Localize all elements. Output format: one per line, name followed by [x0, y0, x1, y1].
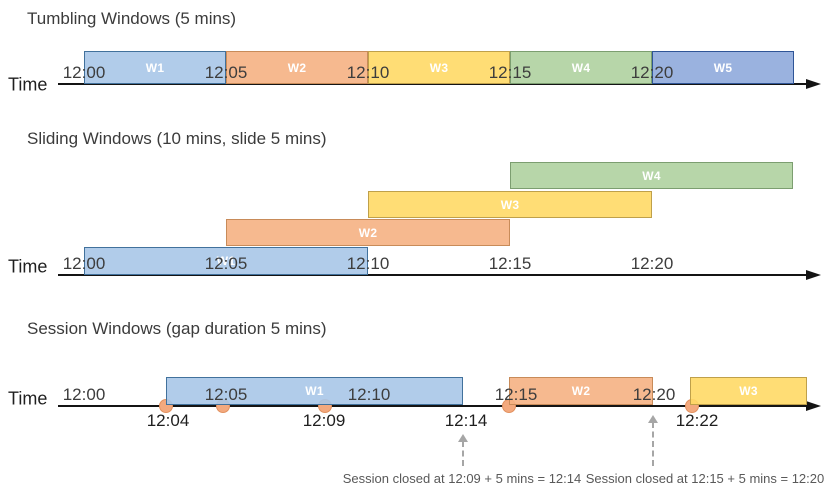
session-window-bar-w1: W1 [166, 377, 463, 405]
sliding-tick-label: 12:15 [488, 254, 532, 273]
tumbling-window-bar-w1: W1 [84, 51, 226, 84]
window-label: W2 [358, 225, 378, 240]
session-tick-label: 12:10 [347, 385, 391, 404]
sliding-windows-title: Sliding Windows (10 mins, slide 5 mins) [27, 129, 327, 148]
sliding-axis-arrow-icon [806, 270, 821, 280]
sliding-tick-label: 12:10 [346, 254, 390, 273]
session-window-bar-w3: W3 [690, 377, 807, 405]
tumbling-window-bar-w4: W4 [510, 51, 652, 84]
session-axis-line [58, 405, 808, 407]
window-label: W2 [287, 60, 307, 75]
tumbling-axis-arrow-icon [806, 79, 821, 89]
tumbling-window-bar-w2: W2 [226, 51, 368, 84]
tumbling-tick-label: 12:20 [630, 63, 674, 82]
session-callout-dashed-line-0 [462, 441, 464, 466]
window-label: W1 [305, 384, 324, 398]
tumbling-window-bar-w5: W5 [652, 51, 794, 84]
session-event-time-label: 12:04 [146, 411, 190, 430]
session-tick-label: 12:20 [632, 385, 676, 404]
session-event-time-label: 12:09 [302, 411, 346, 430]
sliding-window-bar-w1: W1 [84, 247, 368, 275]
tumbling-windows-title: Tumbling Windows (5 mins) [27, 9, 237, 28]
window-label: W4 [571, 60, 591, 75]
tumbling-time-axis-label: Time [8, 74, 48, 95]
window-label: W2 [571, 384, 591, 398]
session-callout-dashed-line-1 [652, 422, 654, 466]
session-windows-title: Session Windows (gap duration 5 mins) [27, 319, 327, 338]
session-event-time-label: 12:22 [675, 411, 719, 430]
session-tick-label: 12:15 [494, 385, 538, 404]
tumbling-window-bar-w3: W3 [368, 51, 510, 84]
window-label: W3 [429, 60, 449, 75]
tumbling-tick-label: 12:10 [346, 63, 390, 82]
window-label: W1 [145, 60, 165, 75]
session-time-axis-label: Time [8, 388, 48, 409]
window-label: W1 [216, 254, 236, 268]
session-callout-arrowhead-icon-1 [648, 415, 658, 423]
tumbling-tick-label: 12:15 [488, 63, 532, 82]
session-tick-label: 12:00 [62, 385, 106, 404]
session-tick-label: 12:05 [204, 385, 248, 404]
sliding-window-bar-w2: W2 [226, 219, 510, 246]
window-label: W5 [713, 60, 733, 75]
sliding-tick-label: 12:05 [204, 254, 248, 273]
session-window-bar-w2: W2 [509, 377, 653, 405]
window-label: W3 [500, 197, 520, 212]
sliding-time-axis-label: Time [8, 256, 48, 277]
window-label: W3 [739, 384, 758, 398]
sliding-window-bar-w4: W4 [510, 162, 793, 189]
sliding-tick-label: 12:20 [630, 254, 674, 273]
sliding-tick-label: 12:00 [62, 254, 106, 273]
tumbling-tick-label: 12:05 [204, 63, 248, 82]
session-callout-text-0: Session closed at 12:09 + 5 mins = 12:14 [342, 471, 582, 486]
session-event-time-label: 12:14 [444, 411, 488, 430]
tumbling-tick-label: 12:00 [62, 63, 106, 82]
session-axis-arrow-icon [806, 401, 821, 411]
window-label: W4 [642, 168, 661, 183]
session-callout-arrowhead-icon-0 [458, 434, 468, 442]
session-callout-text-1: Session closed at 12:15 + 5 mins = 12:20 [585, 471, 825, 486]
tumbling-axis-line [58, 83, 808, 85]
sliding-axis-line [58, 274, 808, 276]
sliding-window-bar-w3: W3 [368, 191, 652, 218]
